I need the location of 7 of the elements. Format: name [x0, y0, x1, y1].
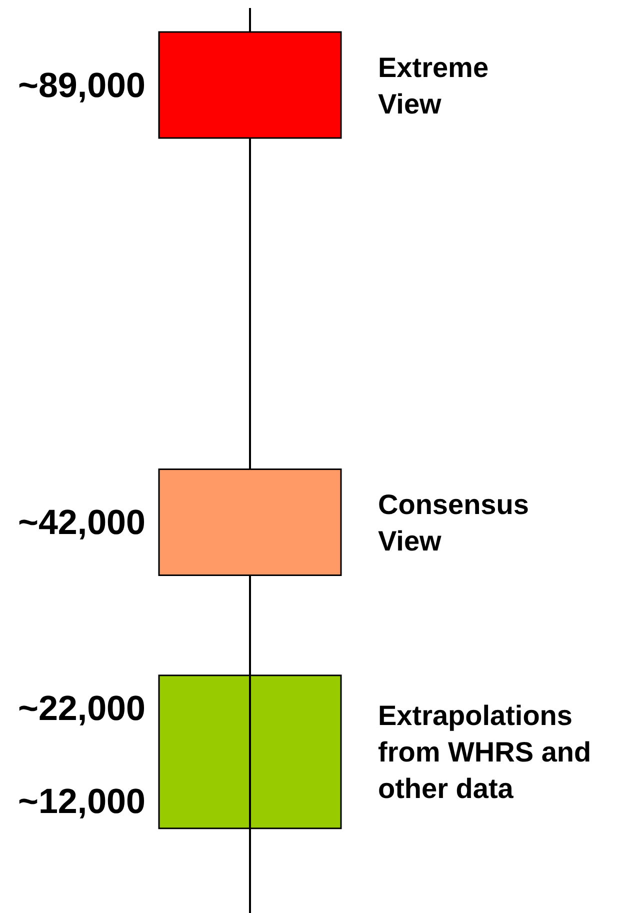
data-label: ~12,000 [18, 782, 146, 821]
data-label: ~89,000 [18, 66, 146, 105]
data-label: ~42,000 [18, 503, 146, 542]
category-label: Consensus View [378, 489, 529, 556]
category-label: Extrapolations from WHRS and other data [378, 700, 592, 804]
category-label: Extreme View [378, 52, 489, 120]
data-label: ~22,000 [18, 689, 146, 728]
